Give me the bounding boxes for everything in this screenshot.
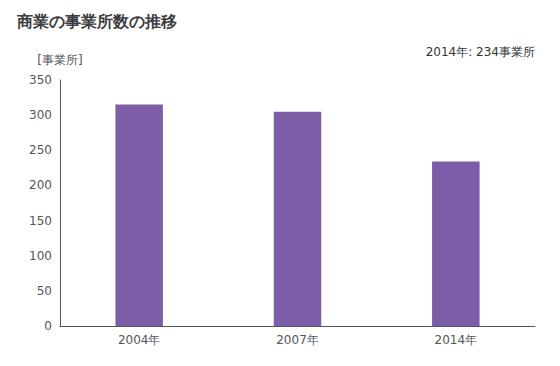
svg-text:250: 250 bbox=[29, 143, 52, 157]
svg-text:50: 50 bbox=[37, 284, 52, 298]
svg-text:100: 100 bbox=[29, 249, 52, 263]
svg-text:200: 200 bbox=[29, 178, 52, 192]
svg-text:2014年: 234事業所: 2014年: 234事業所 bbox=[426, 45, 535, 59]
svg-text:商業の事業所数の推移: 商業の事業所数の推移 bbox=[16, 12, 177, 31]
svg-text:350: 350 bbox=[29, 73, 52, 87]
svg-text:150: 150 bbox=[29, 214, 52, 228]
svg-text:0: 0 bbox=[44, 319, 52, 333]
svg-text:[事業所]: [事業所] bbox=[37, 53, 82, 67]
svg-text:2007年: 2007年 bbox=[276, 333, 319, 347]
svg-text:300: 300 bbox=[29, 108, 52, 122]
svg-text:2014年: 2014年 bbox=[435, 333, 478, 347]
svg-text:2004年: 2004年 bbox=[118, 333, 161, 347]
